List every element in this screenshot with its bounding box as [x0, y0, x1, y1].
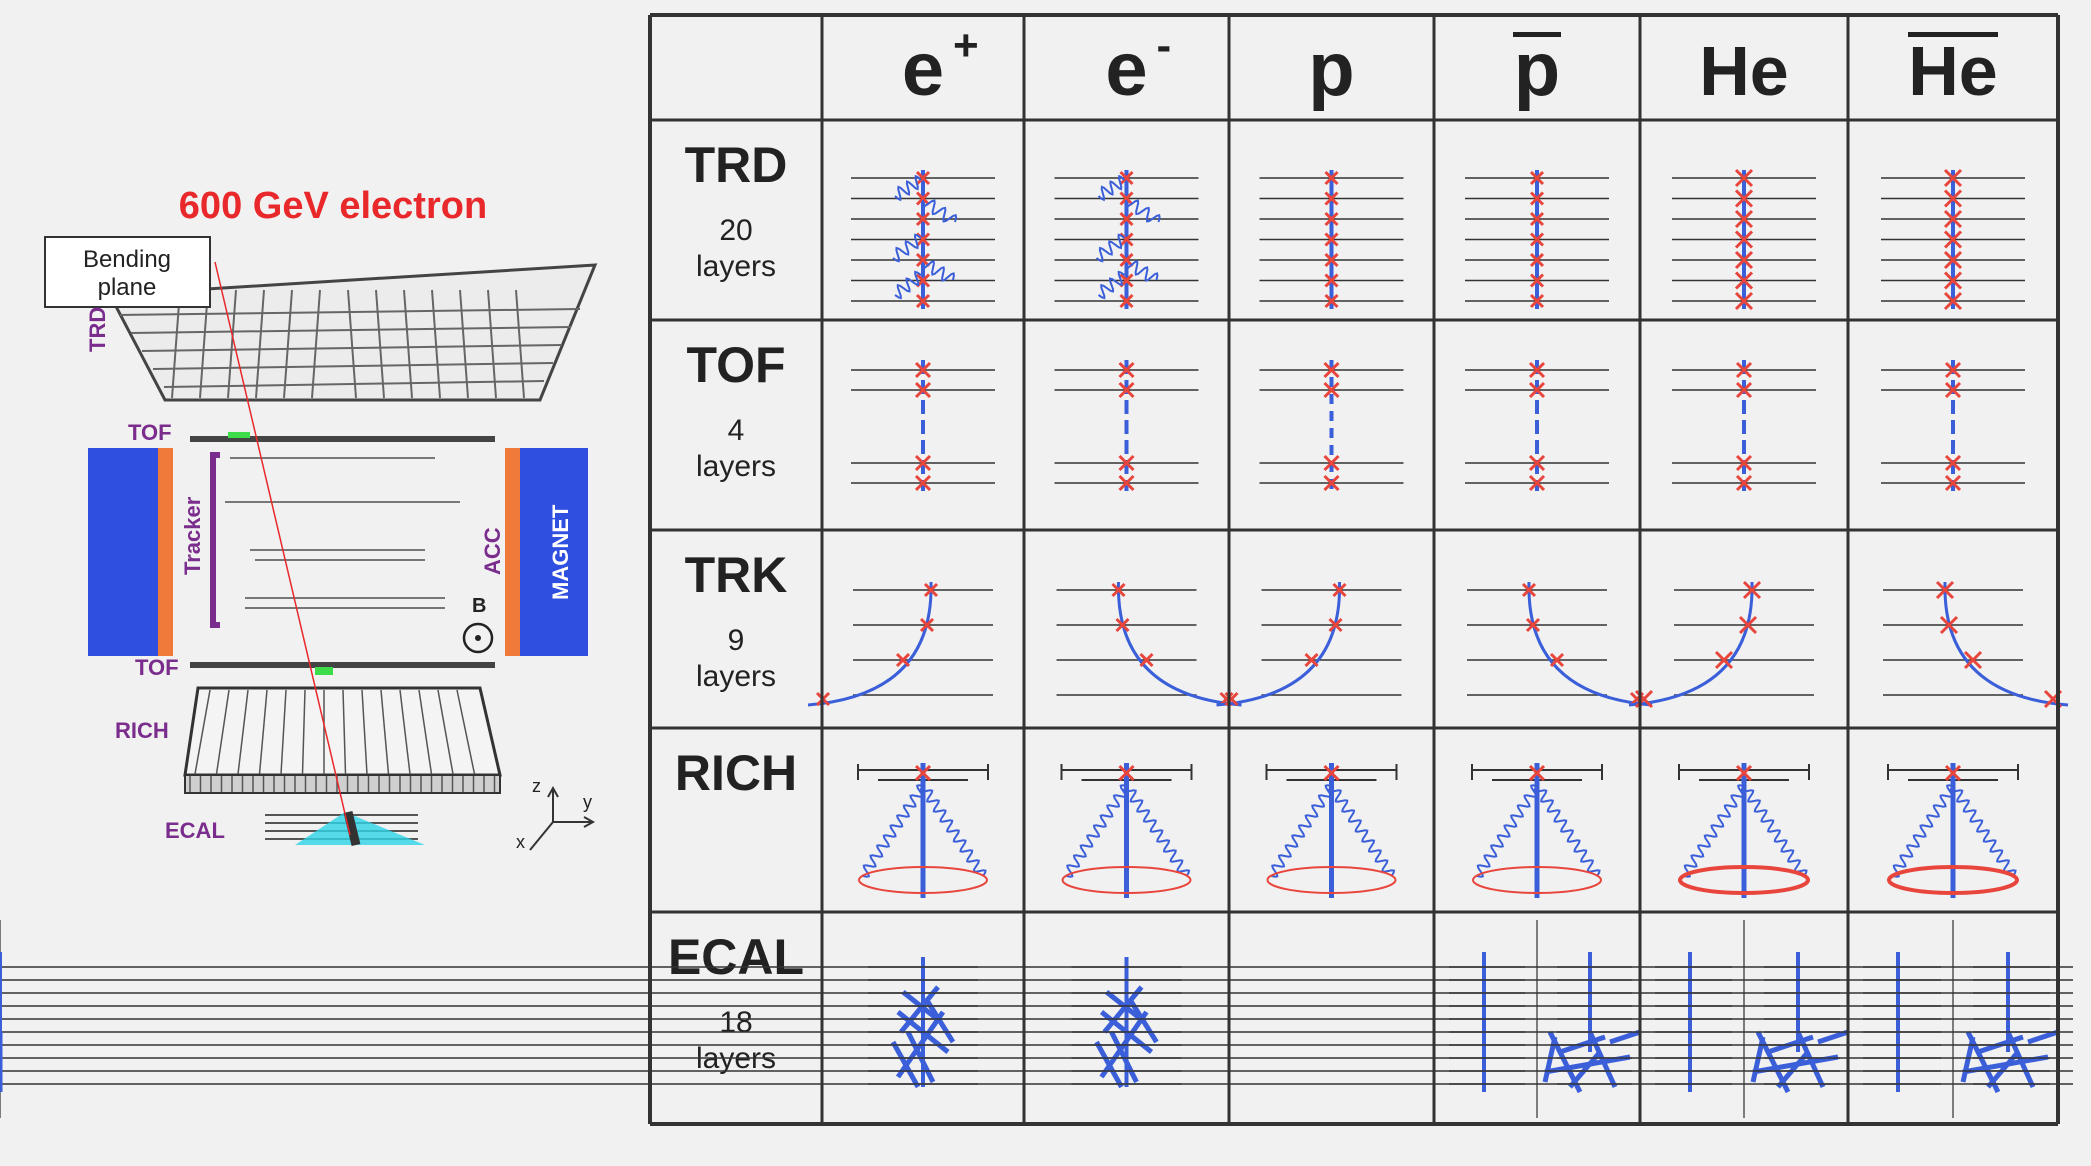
rich-label: RICH — [115, 718, 169, 743]
trd-signature-4 — [1672, 168, 1816, 311]
layer-count: 20 — [719, 214, 752, 247]
tof-bottom-label: TOF — [135, 655, 179, 680]
particle-symbol: p — [1514, 27, 1560, 112]
tof-signature-2 — [1259, 360, 1404, 492]
magnet-right — [520, 448, 588, 656]
b-field-icon — [462, 622, 494, 654]
tof-top-label: TOF — [128, 420, 172, 445]
ecal-module — [265, 810, 425, 847]
svg-text:Bending: Bending — [83, 246, 171, 273]
detector-name: TOF — [686, 337, 785, 393]
detector-name: TRD — [685, 137, 788, 193]
ecal-signature-0 — [868, 957, 978, 1089]
magnet-left — [88, 448, 158, 656]
rich-signature-4 — [1678, 763, 1810, 898]
row-label-rich: RICH — [675, 745, 797, 801]
layer-count: 4 — [728, 414, 745, 447]
tof-signature-1 — [1054, 360, 1199, 492]
particle-symbol: He — [1908, 32, 1997, 110]
detector-title: 600 GeV electron — [179, 185, 487, 227]
tracker-label: Tracker — [180, 496, 205, 575]
trd-signature-2 — [1259, 170, 1404, 309]
tof-signature-3 — [1465, 360, 1609, 492]
trd-module — [107, 263, 598, 402]
header-particle-5: He — [1908, 32, 1998, 110]
rich-module — [183, 686, 502, 794]
trk-signature-0 — [807, 581, 993, 707]
tracker-bracket — [210, 452, 220, 628]
header-particle-3: p — [1513, 27, 1561, 112]
layer-unit: layers — [696, 250, 776, 283]
rich-signature-0 — [857, 763, 989, 898]
trd-label: TRD — [85, 307, 110, 352]
detector-name: TRK — [685, 547, 788, 603]
trk-signature-5 — [1883, 580, 2069, 709]
antiparticle-bar — [1908, 32, 1998, 37]
trk-signature-3 — [1467, 581, 1653, 707]
trk-signature-1 — [1056, 581, 1242, 707]
particle-symbol: e — [1105, 27, 1147, 112]
layer-count: 18 — [719, 1006, 752, 1039]
detector-name: ECAL — [668, 929, 804, 985]
svg-text:plane: plane — [98, 274, 157, 301]
header-particle-0: e + — [902, 21, 979, 112]
trk-signature-4 — [1628, 580, 1814, 709]
b-field-label: B — [472, 595, 486, 617]
ams-detector-diagram: 600 GeV electron Bending plane TRD TOF M… — [44, 185, 598, 852]
particle-symbol: He — [1699, 32, 1788, 110]
tracker-planes — [225, 457, 460, 609]
particle-symbol: e — [902, 27, 944, 112]
coordinate-axes — [529, 785, 596, 851]
trd-signature-3 — [1465, 170, 1609, 309]
header-particle-2: p — [1308, 27, 1354, 112]
header-particle-4: He — [1699, 32, 1788, 110]
bending-plane-label: Bending plane — [44, 236, 211, 308]
header-particle-1: e- — [1105, 21, 1171, 112]
trd-signature-0 — [851, 170, 995, 309]
layer-count: 9 — [728, 624, 745, 657]
tof-bottom-plane — [190, 662, 495, 668]
svg-text:y: y — [583, 792, 592, 812]
rich-signature-3 — [1471, 763, 1603, 898]
ecal-signature-5 — [0, 920, 2073, 1118]
antiparticle-bar — [1513, 32, 1561, 37]
trk-signature-2 — [1216, 581, 1402, 707]
rich-signature-1 — [1060, 763, 1193, 898]
tof-signature-0 — [851, 360, 995, 492]
trd-signature-5 — [1881, 168, 2025, 311]
particle-symbol: p — [1308, 27, 1354, 112]
tof-top-plane — [190, 436, 495, 442]
acc-left — [158, 448, 173, 656]
acc-label: ACC — [480, 527, 505, 575]
svg-text:z: z — [532, 776, 541, 796]
rich-signature-2 — [1265, 763, 1398, 898]
magnet-label: MAGNET — [548, 504, 573, 600]
charge-mark: - — [1157, 21, 1172, 70]
detector-name: RICH — [675, 745, 797, 801]
rich-signature-5 — [1887, 763, 2019, 898]
electron-track — [214, 261, 351, 836]
ecal-signature-1 — [1071, 957, 1182, 1089]
trd-signature-1 — [1054, 170, 1199, 309]
tof-signature-4 — [1672, 360, 1816, 492]
svg-text:x: x — [516, 832, 525, 852]
layer-unit: layers — [696, 450, 776, 483]
ecal-label: ECAL — [165, 818, 225, 843]
layer-unit: layers — [696, 660, 776, 693]
tof-signature-5 — [1881, 360, 2025, 492]
acc-right — [505, 448, 520, 656]
charge-mark: + — [953, 21, 979, 70]
